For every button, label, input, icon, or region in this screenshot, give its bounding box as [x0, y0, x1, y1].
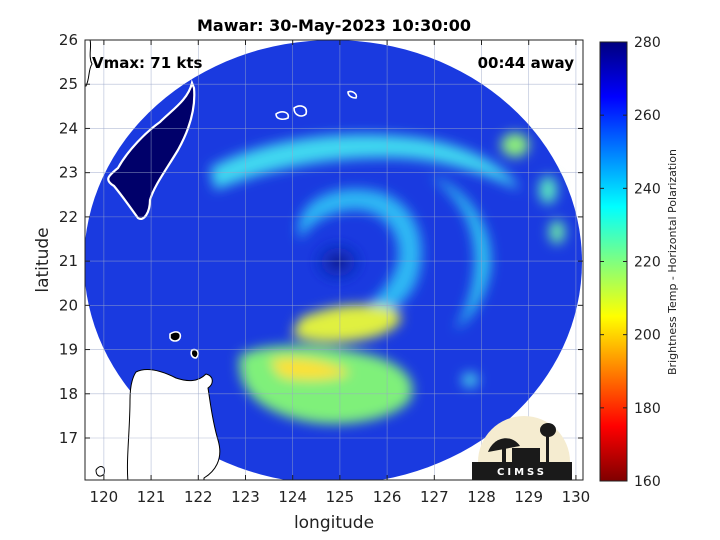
- x-tick-label: 120: [90, 488, 119, 506]
- northern-band: [210, 134, 520, 190]
- x-tick-label: 123: [231, 488, 260, 506]
- babuyan-island: [190, 348, 199, 359]
- cimss-logo: CIMSS: [472, 416, 572, 480]
- y-tick-label: 26: [59, 31, 78, 49]
- x-tick-label: 130: [562, 488, 591, 506]
- logo-dish: [488, 438, 520, 452]
- x-tick-label: 122: [184, 488, 213, 506]
- x-tick-label: 127: [420, 488, 449, 506]
- colorbar-ticks: 160 180 200 220 240 260 280: [600, 35, 661, 490]
- imagery-swath: [85, 40, 582, 480]
- x-tick-label: 128: [467, 488, 496, 506]
- y-tick-label: 19: [59, 341, 78, 359]
- colorbar-scale: [599, 41, 628, 482]
- colorbar-tick-label: 240: [634, 181, 661, 197]
- y-tick-label: 17: [59, 429, 78, 447]
- x-tick-label: 124: [278, 488, 307, 506]
- logo-tower: [546, 436, 549, 462]
- logo-tower-tank: [540, 423, 556, 437]
- eastern-cells: [501, 133, 529, 157]
- y-tick-label: 20: [59, 296, 78, 314]
- ryukyu-island: [275, 111, 290, 120]
- colorbar-tick-label: 160: [634, 474, 661, 490]
- luzon-coastline: [126, 369, 221, 480]
- ryukyu-island: [293, 105, 308, 117]
- colorbar-tick-label: 220: [634, 255, 661, 271]
- y-tick-label: 18: [59, 385, 78, 403]
- eastern-cells: [549, 220, 565, 244]
- outer-band-east: [430, 175, 491, 330]
- china-coastline: [85, 40, 93, 87]
- colorbar-label: Brightness Temp - Horizontal Polarizatio…: [666, 149, 679, 375]
- outer-band-southwest-core: [270, 358, 350, 380]
- y-tick-label: 24: [59, 119, 78, 137]
- chart-title: Mawar: 30-May-2023 10:30:00: [197, 16, 471, 35]
- logo-text: CIMSS: [497, 467, 547, 478]
- colorbar-tick-label: 200: [634, 328, 661, 344]
- colorbar-tick-label: 260: [634, 108, 661, 124]
- logo-band: [472, 462, 572, 480]
- logo-dish-stand: [502, 446, 506, 462]
- grid-lines: [85, 40, 583, 480]
- y-axis-label: latitude: [33, 227, 53, 292]
- fuga-island: [169, 331, 182, 342]
- island-outline: [95, 466, 105, 477]
- x-tick-label: 129: [514, 488, 543, 506]
- eastern-cells: [462, 373, 478, 387]
- colorbar: 160 180 200 220 240 260 280 Brightness Temp - …: [599, 35, 679, 490]
- eye: [308, 236, 368, 288]
- ryukyu-island: [347, 90, 358, 99]
- eastern-cells: [539, 176, 557, 204]
- axis-ticks: 120 121 122 123 124 125 126 127 128 129 130 17 18 19 2…: [59, 31, 590, 506]
- inner-spiral: [298, 188, 422, 326]
- time-away-annotation: 00:44 away: [478, 54, 575, 72]
- x-tick-label: 126: [373, 488, 402, 506]
- x-axis-label: longitude: [294, 513, 374, 533]
- inner-band-south: [292, 304, 401, 343]
- x-tick-label: 125: [326, 488, 355, 506]
- y-tick-label: 25: [59, 75, 78, 93]
- colorbar-tick-label: 280: [634, 35, 661, 51]
- plot-area: 120 121 122 123 124 125 126 127 128 129 130 17 18 19 2…: [59, 31, 590, 506]
- plot-frame: [84, 39, 584, 481]
- vmax-annotation: Vmax: 71 kts: [92, 54, 202, 72]
- y-tick-label: 22: [59, 208, 78, 226]
- x-tick-label: 121: [137, 488, 166, 506]
- convective-bands: [210, 133, 565, 424]
- logo-building: [512, 448, 540, 462]
- colorbar-tick-label: 180: [634, 401, 661, 417]
- y-tick-label: 23: [59, 164, 78, 182]
- y-tick-label: 21: [59, 252, 78, 270]
